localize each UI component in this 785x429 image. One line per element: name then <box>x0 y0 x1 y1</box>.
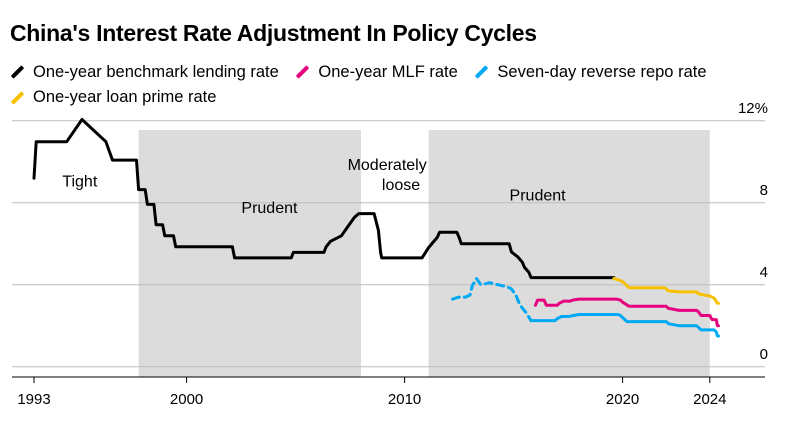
x-tick-label-2010: 2010 <box>388 391 421 408</box>
series-line-0 <box>32 118 616 280</box>
y-tick-label-12: 12% <box>738 100 768 117</box>
period-shade-3 <box>428 130 710 377</box>
series-line-3 <box>451 277 533 323</box>
period-label-2-line-1: loose <box>382 177 420 194</box>
y-tick-label-8: 8 <box>760 182 768 199</box>
series-line-2 <box>529 313 720 338</box>
legend-label-reverse-repo-rate: Seven-day reverse repo rate <box>497 62 707 81</box>
legend-label-mlf-rate: One-year MLF rate <box>318 62 458 81</box>
x-tick-label-2024: 2024 <box>693 391 726 408</box>
legend-label-benchmark-lending-rate: One-year benchmark lending rate <box>33 62 279 81</box>
legend-item-loan-prime-rate: One-year loan prime rate <box>10 86 216 109</box>
period-label-2-line-0: Moderately <box>348 157 427 174</box>
x-tick-label-1993: 1993 <box>17 391 50 408</box>
legend-item-reverse-repo-rate: Seven-day reverse repo rate <box>474 61 707 84</box>
legend: One-year benchmark lending rate One-year… <box>10 58 780 109</box>
period-label-1-line-0: Prudent <box>241 200 298 217</box>
series-line-4 <box>612 276 720 305</box>
x-tick-label-2020: 2020 <box>606 391 639 408</box>
legend-label-loan-prime-rate: One-year loan prime rate <box>33 88 217 106</box>
y-tick-label-4: 4 <box>760 264 768 281</box>
period-label-0-line-0: Tight <box>62 173 98 190</box>
period-shade-1 <box>138 130 361 377</box>
y-tick-label-0: 0 <box>760 346 768 363</box>
series-line-1 <box>533 297 720 328</box>
x-tick-label-2000: 2000 <box>170 391 203 408</box>
legend-item-mlf-rate: One-year MLF rate <box>295 61 458 84</box>
chart-title: China's Interest Rate Adjustment In Poli… <box>10 20 537 46</box>
period-label-3-line-0: Prudent <box>510 188 567 205</box>
legend-item-benchmark-lending-rate: One-year benchmark lending rate <box>10 61 279 84</box>
